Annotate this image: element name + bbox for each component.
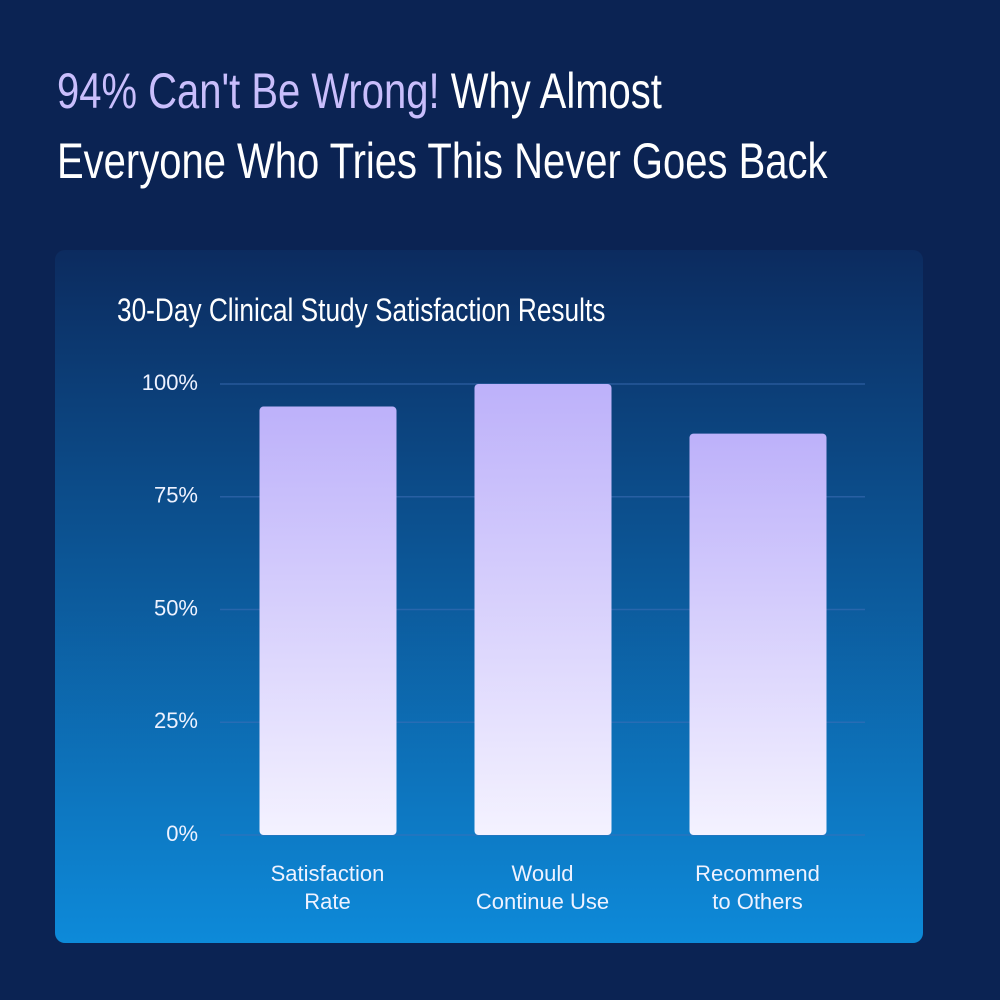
x-tick-label: Satisfaction Rate	[271, 861, 385, 914]
headline: 94% Can't Be Wrong! Why Almost Everyone W…	[57, 63, 828, 189]
bar	[474, 384, 612, 835]
y-tick-label: 50%	[154, 595, 198, 620]
headline-text: Why Almost	[451, 63, 662, 119]
y-tick-label: 100%	[142, 370, 198, 395]
y-tick-label: 75%	[154, 483, 198, 508]
chart-title: 30-Day Clinical Study Satisfaction Resul…	[117, 294, 605, 329]
bar	[689, 433, 827, 835]
plot-area: 0% 25% 50% 75% 100% Satisfaction Rate Would Cont…	[142, 370, 865, 914]
y-tick-label: 0%	[166, 821, 198, 846]
y-tick-label: 25%	[154, 708, 198, 733]
x-tick-label: Recommend to Others	[695, 861, 820, 914]
headline-highlight: 94% Can't Be Wrong!	[57, 63, 440, 119]
x-tick-label: Would Continue Use	[476, 861, 609, 914]
headline-text: Everyone Who Tries This Never Goes Back	[57, 133, 828, 189]
bar	[259, 406, 397, 835]
headline-line: 94% Can't Be Wrong! Why Almost	[57, 63, 662, 119]
